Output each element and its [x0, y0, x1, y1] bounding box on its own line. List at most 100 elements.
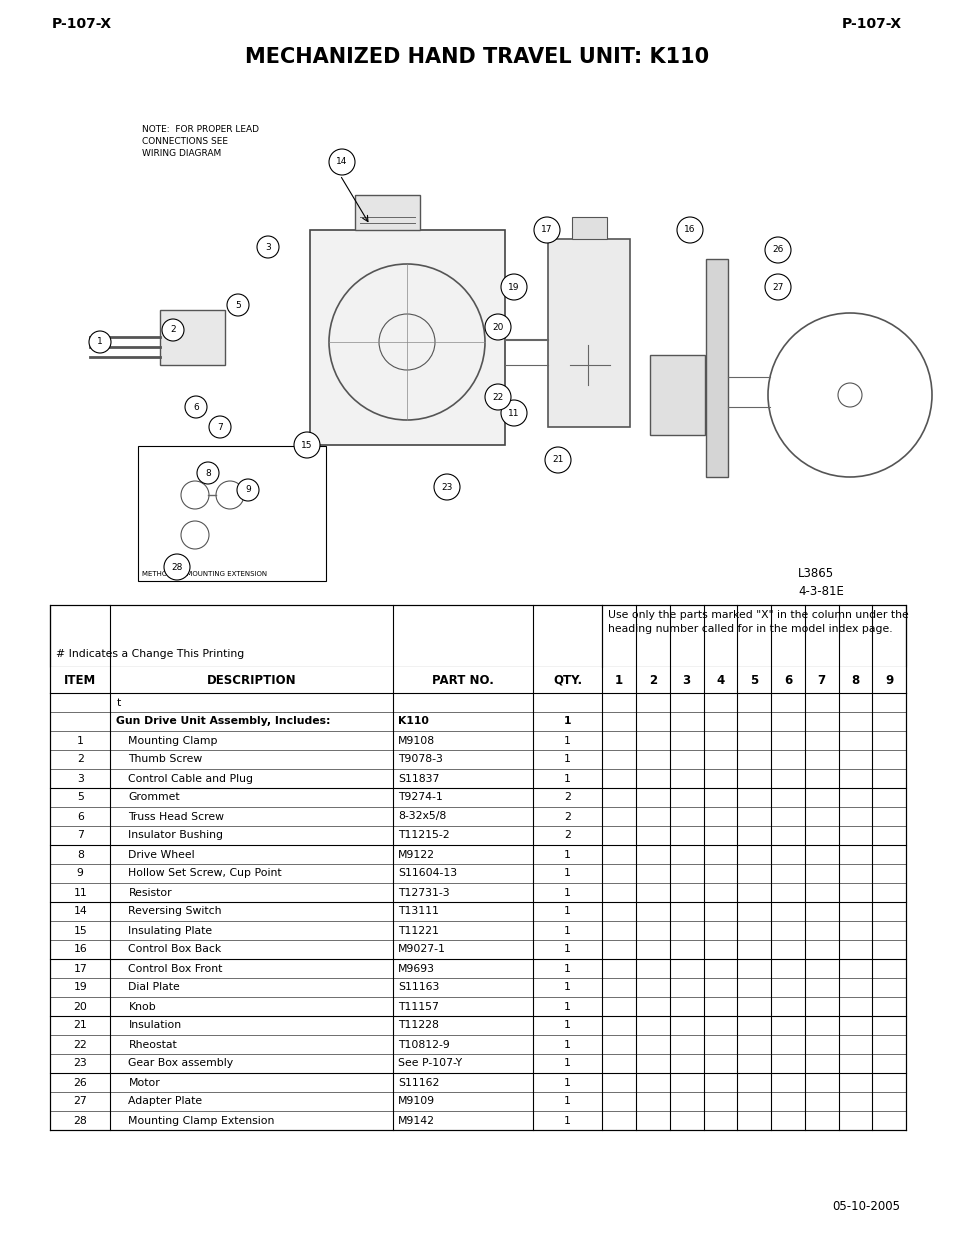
- Circle shape: [434, 474, 459, 500]
- Text: 05-10-2005: 05-10-2005: [831, 1200, 899, 1213]
- Text: NOTE:  FOR PROPER LEAD
CONNECTIONS SEE
WIRING DIAGRAM: NOTE: FOR PROPER LEAD CONNECTIONS SEE WI…: [142, 125, 258, 158]
- Text: Gun Drive Unit Assembly, Includes:: Gun Drive Unit Assembly, Includes:: [116, 716, 331, 726]
- Text: Mounting Clamp: Mounting Clamp: [129, 736, 217, 746]
- Text: 7: 7: [76, 830, 84, 841]
- Circle shape: [500, 400, 526, 426]
- Text: 22: 22: [492, 393, 503, 401]
- Text: Control Box Front: Control Box Front: [129, 963, 222, 973]
- Bar: [547, 240, 629, 427]
- Text: Drive Wheel: Drive Wheel: [129, 850, 194, 860]
- Text: S11604-13: S11604-13: [397, 868, 456, 878]
- Text: 6: 6: [76, 811, 84, 821]
- Circle shape: [162, 319, 184, 341]
- Text: P-107-X: P-107-X: [52, 17, 112, 31]
- Circle shape: [227, 294, 249, 316]
- Circle shape: [484, 314, 511, 340]
- Text: T13111: T13111: [397, 906, 438, 916]
- Text: Use only the parts marked "X" in the column under the
heading number called for : Use only the parts marked "X" in the col…: [608, 610, 908, 634]
- Text: T12731-3: T12731-3: [397, 888, 449, 898]
- Text: 3: 3: [265, 242, 271, 252]
- Text: 6: 6: [193, 403, 198, 411]
- Bar: [649, 354, 704, 435]
- Bar: [138, 446, 326, 580]
- Text: Mounting Clamp Extension: Mounting Clamp Extension: [129, 1115, 274, 1125]
- Text: 11: 11: [73, 888, 87, 898]
- Text: M9693: M9693: [397, 963, 435, 973]
- Text: Reversing Switch: Reversing Switch: [129, 906, 222, 916]
- Text: 2: 2: [170, 326, 175, 335]
- Text: 28: 28: [172, 562, 182, 572]
- Text: 20: 20: [492, 322, 503, 331]
- Text: M9109: M9109: [397, 1097, 435, 1107]
- Text: 20: 20: [73, 1002, 87, 1011]
- Text: 15: 15: [301, 441, 313, 450]
- Text: 1: 1: [563, 906, 571, 916]
- Text: 5: 5: [234, 300, 240, 310]
- Text: 19: 19: [508, 283, 519, 291]
- Text: METHOD OF MOUNTING EXTENSION: METHOD OF MOUNTING EXTENSION: [142, 571, 267, 577]
- Text: 16: 16: [73, 945, 87, 955]
- Text: Adapter Plate: Adapter Plate: [129, 1097, 202, 1107]
- Text: 3: 3: [682, 673, 690, 687]
- Bar: [572, 217, 606, 240]
- Text: 8: 8: [205, 468, 211, 478]
- Text: Grommet: Grommet: [129, 793, 180, 803]
- Text: 1: 1: [563, 736, 571, 746]
- Text: T11157: T11157: [397, 1002, 438, 1011]
- Bar: [727, 254, 953, 535]
- Text: 14: 14: [336, 158, 347, 167]
- Text: 26: 26: [73, 1077, 87, 1088]
- Text: 28: 28: [73, 1115, 87, 1125]
- Text: 1: 1: [76, 736, 84, 746]
- Text: 1: 1: [563, 1115, 571, 1125]
- Bar: [50, 605, 905, 667]
- Text: Resistor: Resistor: [129, 888, 172, 898]
- Text: 1: 1: [563, 945, 571, 955]
- Text: S11163: S11163: [397, 983, 438, 993]
- Text: M9027-1: M9027-1: [397, 945, 445, 955]
- Text: 2: 2: [648, 673, 657, 687]
- Text: 4: 4: [716, 673, 723, 687]
- Text: 22: 22: [73, 1040, 87, 1050]
- Text: 27: 27: [772, 283, 782, 291]
- Circle shape: [185, 396, 207, 417]
- Circle shape: [677, 217, 702, 243]
- Text: ITEM: ITEM: [64, 673, 96, 687]
- Text: M9142: M9142: [397, 1115, 435, 1125]
- Text: 7: 7: [217, 422, 223, 431]
- Text: Insulating Plate: Insulating Plate: [129, 925, 213, 935]
- Text: T9078-3: T9078-3: [397, 755, 442, 764]
- Circle shape: [500, 274, 526, 300]
- Text: 2: 2: [563, 793, 571, 803]
- Text: S11837: S11837: [397, 773, 438, 783]
- Text: 27: 27: [73, 1097, 87, 1107]
- Text: 9: 9: [884, 673, 892, 687]
- Circle shape: [329, 149, 355, 175]
- Circle shape: [236, 479, 258, 501]
- Text: 1: 1: [563, 963, 571, 973]
- Text: S11162: S11162: [397, 1077, 438, 1088]
- Bar: [310, 230, 504, 445]
- Text: 16: 16: [683, 226, 695, 235]
- Text: Knob: Knob: [129, 1002, 156, 1011]
- Text: 5: 5: [76, 793, 84, 803]
- Text: K110: K110: [397, 716, 428, 726]
- Text: Dial Plate: Dial Plate: [129, 983, 180, 993]
- Text: Truss Head Screw: Truss Head Screw: [129, 811, 224, 821]
- Text: T11228: T11228: [397, 1020, 438, 1030]
- Text: Control Cable and Plug: Control Cable and Plug: [129, 773, 253, 783]
- Text: 1: 1: [563, 1020, 571, 1030]
- Circle shape: [209, 416, 231, 438]
- Circle shape: [764, 237, 790, 263]
- Text: Control Box Back: Control Box Back: [129, 945, 221, 955]
- Text: 8: 8: [76, 850, 84, 860]
- Text: T11221: T11221: [397, 925, 438, 935]
- Text: # Indicates a Change This Printing: # Indicates a Change This Printing: [56, 650, 244, 659]
- Text: 1: 1: [97, 337, 103, 347]
- Text: 2: 2: [563, 830, 571, 841]
- Text: 2: 2: [76, 755, 84, 764]
- Text: DESCRIPTION: DESCRIPTION: [207, 673, 296, 687]
- Text: 23: 23: [441, 483, 453, 492]
- Text: t: t: [116, 698, 120, 708]
- Text: 1: 1: [563, 983, 571, 993]
